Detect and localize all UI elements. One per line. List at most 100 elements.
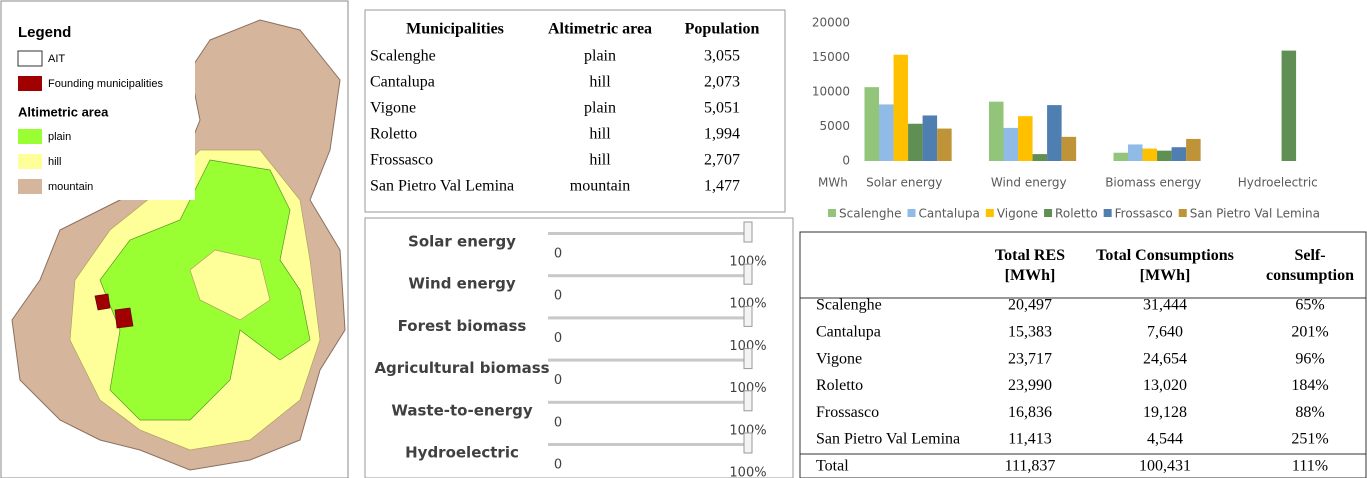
table-cell: Vigone [370, 100, 416, 117]
table2-cell: Scalenghe [816, 297, 882, 314]
map [10, 18, 346, 471]
table2-header: Total Consumptions [MWh] [1096, 247, 1234, 284]
legend-swatch [828, 209, 836, 217]
table2-cell: Vigone [816, 350, 862, 367]
y-tick-label: 15000 [812, 50, 850, 64]
legend-swatch [1044, 209, 1053, 217]
slider-max: 100% [729, 466, 766, 478]
y-tick-label: 20000 [812, 16, 850, 30]
slider-handle[interactable] [743, 305, 753, 327]
bar [864, 87, 880, 161]
legend-label: Cantalupa [919, 207, 980, 221]
table2-cell: Total [816, 457, 849, 474]
table-header: Altimetric area [548, 21, 652, 38]
slider-track [548, 358, 748, 362]
legend-swatch [18, 179, 42, 194]
legend-label: AIT [48, 53, 65, 65]
legend-label: Roletto [1055, 207, 1098, 221]
slider-max: 100% [729, 381, 766, 396]
legend-swatch [18, 154, 42, 169]
bar [1157, 150, 1172, 161]
slider-max: 100% [729, 297, 766, 312]
table2-cell: Frossasco [816, 404, 879, 421]
table2-cell: 16,836 [1008, 404, 1052, 421]
legend-label: Scalenghe [839, 207, 902, 221]
slider-panel [364, 217, 794, 478]
table2-cell: San Pietro Val Lemina [816, 431, 960, 448]
legend-swatch [17, 50, 43, 67]
table2-cell: 20,497 [1008, 297, 1052, 314]
legend-label: San Pietro Val Lemina [1190, 207, 1320, 221]
table2-cell: 11,413 [1008, 431, 1051, 448]
x-tick-label: Biomass energy [1105, 176, 1201, 190]
bar [1171, 147, 1187, 161]
bar [1061, 136, 1077, 161]
table2-cell: 184% [1291, 377, 1328, 394]
table-header: Population [685, 21, 760, 38]
slider-handle[interactable] [743, 263, 753, 285]
bar [908, 123, 923, 161]
slider-track [548, 274, 748, 278]
x-tick-label: Hydroelectric [1238, 176, 1318, 190]
table2-cell: 88% [1295, 404, 1324, 421]
x-tick-label: Solar energy [866, 176, 942, 190]
table-cell: 1,994 [704, 126, 740, 143]
slider-min: 0 [554, 415, 562, 430]
slider-handle[interactable] [743, 221, 753, 243]
slider-handle[interactable] [743, 390, 753, 412]
legend-subtitle: Altimetric area [18, 104, 109, 119]
table2-cell: 251% [1291, 431, 1328, 448]
table-cell: 1,477 [704, 178, 740, 195]
slider-label: Wind energy [408, 275, 515, 293]
table-panel [364, 9, 786, 213]
legend-label: hill [48, 156, 61, 168]
slider-handle[interactable] [743, 348, 753, 370]
slider-track [548, 400, 748, 404]
table-cell: plain [584, 48, 616, 65]
legend-label: plain [48, 131, 71, 143]
y-tick-label: 0 [842, 154, 850, 168]
bar [893, 54, 909, 161]
bar [1128, 144, 1143, 161]
slider-min: 0 [554, 458, 562, 473]
legend-swatch [18, 129, 42, 144]
slider-track [548, 232, 748, 235]
table-cell: Roletto [370, 126, 417, 143]
slider-handle[interactable] [743, 432, 753, 454]
bar [879, 104, 894, 161]
table2-cell: 24,654 [1143, 350, 1187, 367]
legend-label: mountain [48, 181, 93, 193]
slider-max: 100% [729, 423, 766, 438]
legend-label: Frossasco [1115, 207, 1173, 221]
table2-panel [799, 231, 1367, 478]
legend-label: Founding municipalities [48, 78, 163, 90]
bar [1142, 148, 1158, 161]
bar [1281, 50, 1297, 161]
table2-cell: 13,020 [1143, 377, 1187, 394]
bar [1018, 116, 1033, 161]
legend-swatch [985, 209, 994, 217]
slider-label: Forest biomass [398, 317, 527, 335]
slider-track [548, 316, 748, 320]
table-cell: mountain [570, 178, 630, 195]
slider-label: Solar energy [408, 233, 516, 251]
table-cell: hill [589, 126, 611, 143]
legend-swatch [1103, 209, 1112, 217]
y-tick-label: 10000 [812, 85, 850, 99]
table2-cell: 23,717 [1008, 350, 1052, 367]
table-cell: San Pietro Val Lemina [370, 178, 514, 195]
table2-cell: Roletto [816, 377, 863, 394]
table2-cell: 7,640 [1147, 323, 1183, 340]
table2-cell: 96% [1295, 350, 1324, 367]
legend-swatch [1178, 209, 1187, 217]
table2-cell: 111,837 [1005, 457, 1056, 474]
slider-label: Hydroelectric [405, 444, 519, 462]
table-cell: Scalenghe [370, 48, 436, 65]
table2-cell: 65% [1295, 297, 1324, 314]
table-cell: 3,055 [704, 48, 740, 65]
table-cell: Cantalupa [370, 74, 435, 91]
table2-cell: 111% [1292, 457, 1328, 474]
slider-label: Waste-to-energy [391, 401, 532, 419]
bar [937, 128, 952, 161]
